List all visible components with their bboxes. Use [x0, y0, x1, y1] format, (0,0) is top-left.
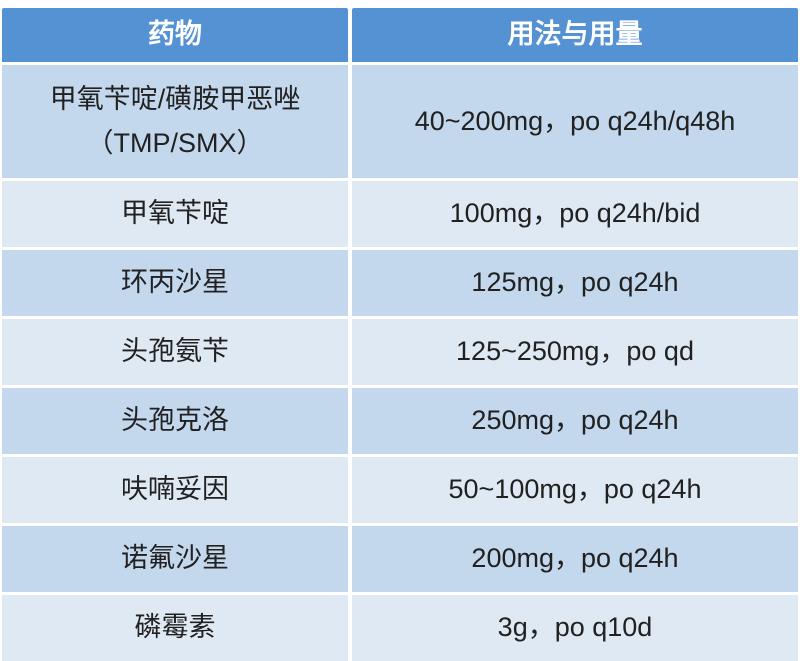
drug-name-cell: 磷霉素	[2, 595, 348, 661]
drug-name-cell: 头孢氨苄	[2, 319, 348, 385]
drug-name-cell: 呋喃妥因	[2, 457, 348, 523]
dosage-cell: 250mg，po q24h	[352, 388, 798, 454]
dosage-cell: 40~200mg，po q24h/q48h	[352, 65, 798, 178]
dosage-cell: 50~100mg，po q24h	[352, 457, 798, 523]
dosage-cell: 125mg，po q24h	[352, 250, 798, 316]
column-header-dosage: 用法与用量	[352, 8, 798, 62]
dosage-cell: 200mg，po q24h	[352, 526, 798, 592]
column-header-drug: 药物	[2, 8, 348, 62]
drug-name-cell: 甲氧苄啶/磺胺甲恶唑 （TMP/SMX）	[2, 65, 348, 178]
drug-name-cell: 环丙沙星	[2, 250, 348, 316]
drug-dosage-table: 药物 用法与用量 甲氧苄啶/磺胺甲恶唑 （TMP/SMX） 40~200mg，p…	[2, 8, 798, 661]
drug-name-cell: 甲氧苄啶	[2, 181, 348, 247]
dosage-cell: 3g，po q10d	[352, 595, 798, 661]
drug-name-cell: 诺氟沙星	[2, 526, 348, 592]
dosage-cell: 100mg，po q24h/bid	[352, 181, 798, 247]
drug-name-cell: 头孢克洛	[2, 388, 348, 454]
dosage-cell: 125~250mg，po qd	[352, 319, 798, 385]
